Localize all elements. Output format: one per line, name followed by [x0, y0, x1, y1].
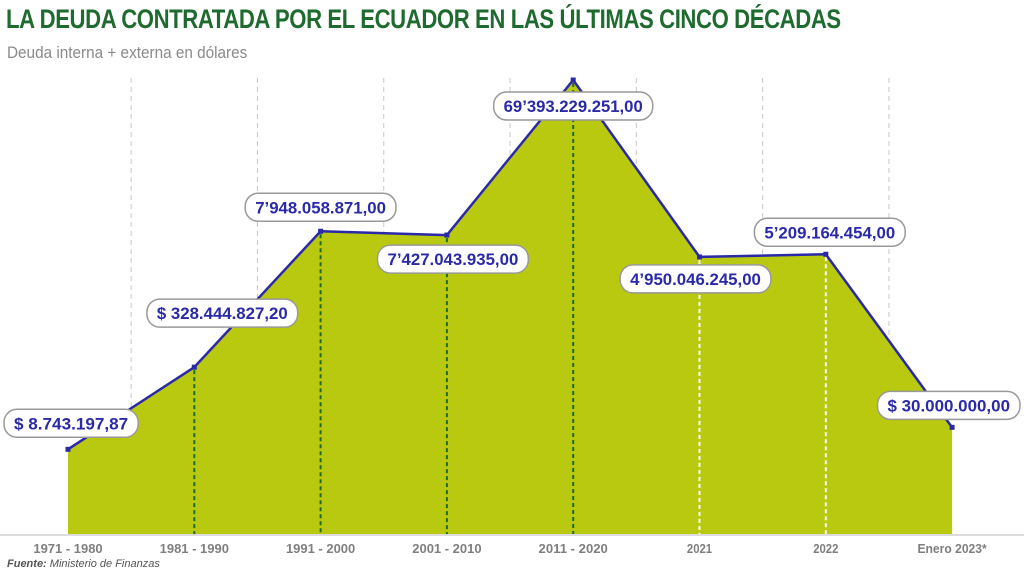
x-tick-label: 2021 [687, 541, 712, 556]
source-text: Ministerio de Finanzas [49, 558, 160, 570]
data-label: 7’948.058.871,00 [255, 198, 386, 217]
data-point [65, 446, 71, 452]
x-tick-label: 2022 [813, 541, 838, 556]
data-point [191, 364, 197, 370]
data-label-box [146, 298, 299, 328]
chart-title: LA DEUDA CONTRATADA POR EL ECUADOR EN LA… [6, 4, 841, 34]
data-label: $ 328.444.827,20 [157, 304, 288, 323]
x-tick-label: 1971 - 1980 [33, 541, 102, 556]
data-label: $ 30.000.000,00 [888, 396, 1011, 415]
x-tick-label: Enero 2023* [917, 541, 987, 556]
series-area [68, 80, 953, 534]
source-label: Fuente: [7, 558, 47, 570]
data-label-box [876, 390, 1021, 421]
x-tick-label: 2001 - 2010 [412, 541, 481, 556]
series-line [67, 78, 954, 451]
data-label-box [376, 244, 530, 274]
data-label-box [3, 408, 139, 439]
data-point [570, 77, 576, 83]
data-point [949, 424, 955, 430]
data-label: 7’427.043.935,00 [388, 250, 519, 269]
chart-subtitle: Deuda interna + externa en dólares [7, 43, 248, 62]
data-label-box [244, 192, 397, 223]
data-label: 5’209.164.454,00 [764, 223, 895, 242]
data-label-box [619, 264, 772, 294]
data-label-box [492, 91, 654, 121]
data-label: 4’950.046.245,00 [630, 270, 761, 289]
data-label: $ 8.743.197,87 [14, 414, 128, 433]
x-tick-label: 1991 - 2000 [286, 541, 355, 556]
data-point [697, 254, 702, 260]
x-tick-label: 2011 - 2020 [539, 541, 608, 556]
data-label-box [753, 217, 906, 248]
data-point [318, 228, 324, 234]
x-tick-label: 1981 - 1990 [160, 541, 229, 556]
source-note: Fuente: Ministerio de Finanzas [7, 558, 160, 570]
data-point [444, 232, 450, 238]
data-point [823, 251, 829, 257]
data-label: 69’393.229.251,00 [504, 97, 643, 116]
